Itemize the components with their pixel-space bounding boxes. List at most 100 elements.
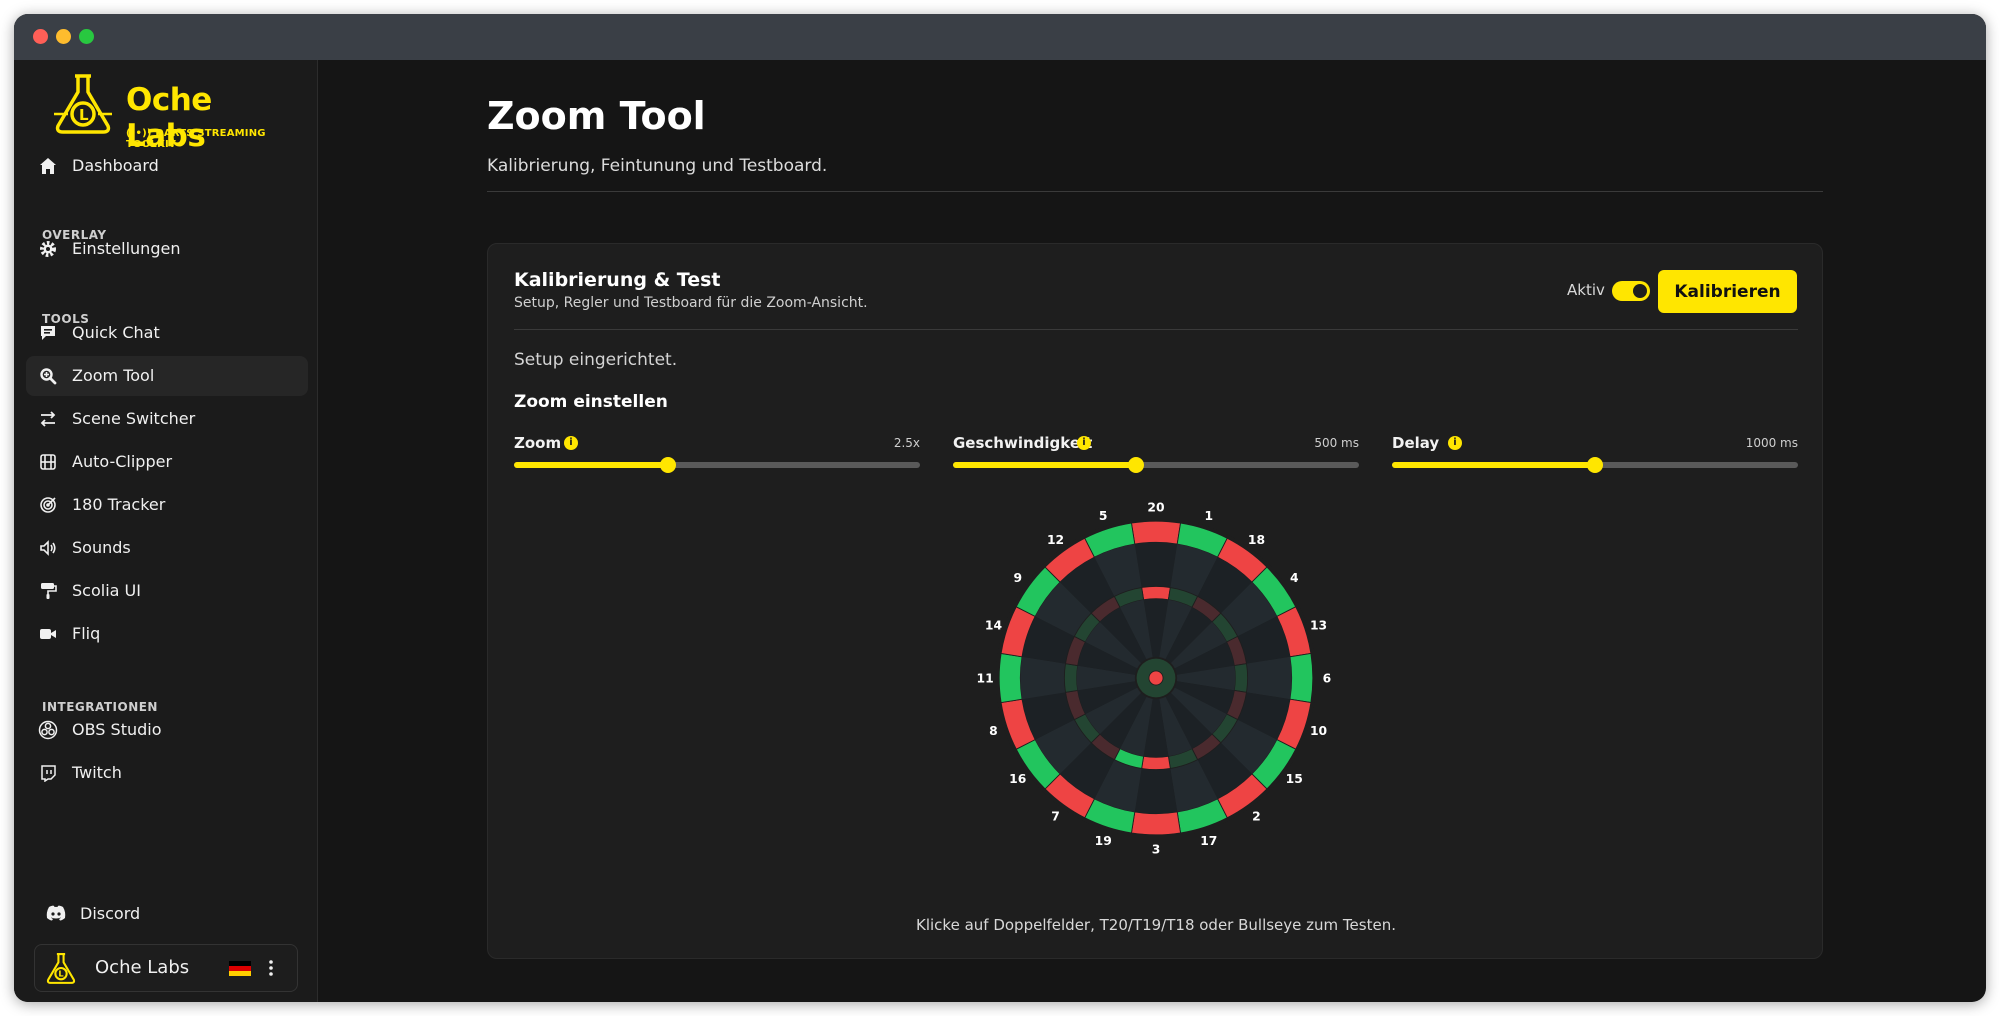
board-number-17: 17 [1200, 834, 1217, 848]
single-inner-20[interactable] [1143, 598, 1169, 658]
sidebar-item-obs-studio[interactable]: OBS Studio [26, 710, 308, 750]
single-inner-7[interactable] [1099, 692, 1147, 749]
slider-label: Geschwindigkeit [953, 434, 1093, 452]
calibrate-button[interactable]: Kalibrieren [1658, 270, 1797, 313]
slider-fill [514, 462, 669, 468]
board-number-16: 16 [1009, 772, 1026, 786]
more-options-icon[interactable] [267, 957, 275, 979]
triple-20[interactable] [1141, 585, 1171, 601]
single-outer-16[interactable] [1035, 719, 1092, 774]
single-inner-14[interactable] [1077, 642, 1138, 675]
sidebar-item-twitch[interactable]: Twitch [26, 753, 308, 793]
single-inner-12[interactable] [1099, 607, 1147, 664]
sidebar-item-quick-chat[interactable]: Quick Chat [26, 313, 308, 353]
slider-thumb[interactable] [1127, 457, 1144, 473]
sidebar-item-einstellungen[interactable]: Einstellungen [26, 229, 308, 269]
single-inner-1[interactable] [1159, 599, 1192, 660]
triple-6[interactable] [1233, 663, 1249, 693]
single-inner-16[interactable] [1085, 687, 1142, 735]
single-outer-11[interactable] [1020, 656, 1066, 700]
single-inner-19[interactable] [1120, 696, 1153, 757]
single-inner-17[interactable] [1159, 696, 1192, 757]
single-outer-6[interactable] [1246, 656, 1292, 700]
bullseye[interactable] [1148, 670, 1164, 686]
sidebar-item-label: Twitch [72, 763, 122, 782]
aktiv-toggle[interactable] [1612, 281, 1650, 301]
user-profile-card[interactable]: L Oche Labs [34, 944, 298, 992]
chat-icon [38, 323, 58, 343]
triple-11[interactable] [1063, 663, 1079, 693]
card-subtitle: Setup, Regler und Testboard für die Zoom… [514, 295, 868, 311]
single-outer-10[interactable] [1237, 692, 1290, 740]
slider-track[interactable] [953, 457, 1359, 473]
section-label-tools: TOOLS [42, 312, 90, 326]
board-number-11: 11 [977, 671, 994, 685]
page-subtitle: Kalibrierung, Feintunung und Testboard. [487, 156, 828, 176]
single-outer-7[interactable] [1060, 742, 1115, 799]
single-outer-19[interactable] [1094, 759, 1142, 812]
single-inner-13[interactable] [1174, 642, 1235, 675]
sidebar-item-label: Sounds [72, 538, 131, 557]
double-11[interactable] [998, 652, 1023, 704]
sidebar-item-label: 180 Tracker [72, 495, 166, 514]
single-inner-2[interactable] [1165, 692, 1213, 749]
slider-thumb[interactable] [1587, 457, 1603, 473]
slider-track[interactable] [1392, 457, 1798, 473]
dartboard[interactable]: 20 1 18 4 13 6 10 15 2 17 3 19 7 16 8 11 14 9 12 5 [971, 493, 1341, 863]
german-flag-icon[interactable] [229, 961, 251, 976]
single-outer-14[interactable] [1022, 616, 1075, 664]
single-outer-15[interactable] [1220, 719, 1277, 774]
single-inner-18[interactable] [1165, 607, 1213, 664]
zoom-slider[interactable]: Zoom i 2.5x [514, 434, 920, 473]
single-outer-9[interactable] [1035, 582, 1092, 637]
close-window-button[interactable] [33, 29, 48, 44]
single-inner-15[interactable] [1170, 687, 1227, 735]
sidebar-item-dashboard[interactable]: Dashboard [26, 146, 308, 186]
single-inner-3[interactable] [1143, 698, 1169, 758]
single-inner-6[interactable] [1176, 665, 1236, 691]
minimize-window-button[interactable] [56, 29, 71, 44]
single-outer-3[interactable] [1134, 768, 1178, 814]
single-outer-4[interactable] [1220, 582, 1277, 637]
single-inner-4[interactable] [1170, 621, 1227, 669]
delay-slider[interactable]: Delay i 1000 ms [1392, 434, 1798, 473]
single-outer-1[interactable] [1170, 544, 1218, 597]
single-outer-18[interactable] [1197, 557, 1252, 614]
double-6[interactable] [1289, 652, 1314, 704]
info-icon[interactable]: i [1077, 436, 1091, 450]
sidebar-item-zoom-tool[interactable]: Zoom Tool [26, 356, 308, 396]
sidebar-item-180-tracker[interactable]: 180 Tracker [26, 485, 308, 525]
discord-label: Discord [80, 904, 141, 923]
sidebar-item-fliq[interactable]: Fliq [26, 614, 308, 654]
sidebar-item-auto-clipper[interactable]: Auto-Clipper [26, 442, 308, 482]
single-outer-17[interactable] [1170, 759, 1218, 812]
slider-thumb[interactable] [660, 457, 677, 473]
single-inner-9[interactable] [1085, 621, 1142, 669]
single-outer-13[interactable] [1237, 616, 1290, 664]
maximize-window-button[interactable] [79, 29, 94, 44]
single-outer-20[interactable] [1134, 542, 1178, 588]
board-number-4: 4 [1290, 571, 1299, 585]
slider-track[interactable] [514, 457, 920, 473]
info-icon[interactable]: i [1448, 436, 1462, 450]
logo-title: Oche Labs [126, 82, 212, 154]
sidebar-item-sounds[interactable]: Sounds [26, 528, 308, 568]
single-inner-5[interactable] [1120, 599, 1153, 660]
single-outer-8[interactable] [1022, 692, 1075, 740]
main-content: Zoom Tool Kalibrierung, Feintunung und T… [319, 60, 1986, 1002]
board-number-3: 3 [1152, 842, 1161, 856]
single-outer-5[interactable] [1094, 544, 1142, 597]
sidebar-item-scene-switcher[interactable]: Scene Switcher [26, 399, 308, 439]
triple-3[interactable] [1141, 755, 1171, 771]
single-outer-2[interactable] [1197, 742, 1252, 799]
speed-slider[interactable]: Geschwindigkeit i 500 ms [953, 434, 1359, 473]
single-inner-8[interactable] [1077, 681, 1138, 714]
app-logo[interactable]: L Oche Labs ((•)) DARTS STREAMING TOOLKI… [48, 68, 298, 154]
double-3[interactable] [1130, 811, 1182, 836]
sidebar-item-scolia-ui[interactable]: Scolia UI [26, 571, 308, 611]
single-inner-10[interactable] [1174, 681, 1235, 714]
single-inner-11[interactable] [1076, 665, 1136, 691]
info-icon[interactable]: i [564, 436, 578, 450]
single-outer-12[interactable] [1060, 557, 1115, 614]
double-20[interactable] [1130, 520, 1182, 545]
